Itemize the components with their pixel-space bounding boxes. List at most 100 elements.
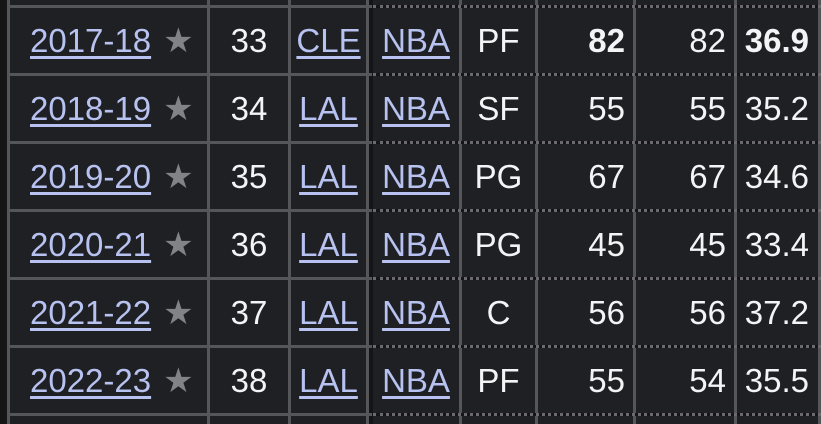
age-value: 33	[230, 21, 268, 59]
season-link[interactable]: 2020-21	[30, 225, 152, 263]
league-cell: NBA	[373, 144, 462, 209]
season-cell: 2021-22 ★	[10, 280, 210, 345]
season-cell: 2020-21 ★	[10, 212, 210, 277]
team-link[interactable]: LAL	[299, 225, 358, 263]
games-started-cell: 56	[636, 280, 737, 345]
season-link[interactable]: 2017-18	[30, 21, 152, 59]
minutes-cell: 36.9	[737, 8, 821, 73]
position-value: C	[486, 293, 511, 331]
league-link[interactable]: NBA	[382, 293, 450, 331]
minutes-cell: 33.4	[737, 212, 821, 277]
games-cell: 82	[538, 8, 636, 73]
team-cell: CLE	[291, 8, 369, 73]
team-link[interactable]: LAL	[299, 157, 358, 195]
league-link[interactable]: NBA	[382, 21, 450, 59]
league-cell: NBA	[373, 8, 462, 73]
games-value: 45	[588, 225, 625, 263]
team-cell: LAL	[291, 348, 369, 413]
games-started-cell: 45	[636, 212, 737, 277]
team-cell: LAL	[291, 212, 369, 277]
team-cell: LAL	[291, 280, 369, 345]
age-value: 38	[230, 361, 268, 399]
minutes-cell: 35.2	[737, 76, 821, 141]
age-cell: 33	[210, 8, 291, 73]
table-row: 2018-19 ★ 34 LAL	[10, 76, 372, 144]
table-row: NBA PF 55 54 35.5	[373, 348, 821, 416]
position-cell: SF	[462, 76, 538, 141]
league-link[interactable]: NBA	[382, 225, 450, 263]
clipped-row-top	[10, 0, 372, 8]
games-cell: 55	[538, 348, 636, 413]
minutes-value: 36.9	[744, 21, 809, 59]
position-cell: PF	[462, 348, 538, 413]
age-cell: 37	[210, 280, 291, 345]
all-star-icon: ★	[163, 293, 194, 332]
league-link[interactable]: NBA	[382, 89, 450, 127]
season-cell: 2019-20 ★	[10, 144, 210, 209]
table-row: NBA C 56 56 37.2	[373, 280, 821, 348]
games-started-cell: 54	[636, 348, 737, 413]
position-value: PF	[477, 361, 520, 399]
games-started-value: 67	[689, 157, 726, 195]
all-star-icon: ★	[163, 157, 194, 196]
games-started-value: 54	[689, 361, 726, 399]
minutes-cell: 34.6	[737, 144, 821, 209]
minutes-value: 35.5	[744, 361, 809, 399]
season-link[interactable]: 2019-20	[30, 157, 152, 195]
minutes-cell: 35.5	[737, 348, 821, 413]
table-row: NBA PF 82 82 36.9	[373, 8, 821, 76]
games-started-cell: 67	[636, 144, 737, 209]
age-value: 37	[230, 293, 268, 331]
team-cell: LAL	[291, 144, 369, 209]
age-cell: 34	[210, 76, 291, 141]
position-value: SF	[477, 89, 520, 127]
clipped-row-top	[373, 0, 821, 8]
table-row: NBA SF 55 55 35.2	[373, 76, 821, 144]
season-cell: 2022-23 ★	[10, 348, 210, 413]
team-cell: LAL	[291, 76, 369, 141]
games-value: 55	[588, 89, 625, 127]
all-star-icon: ★	[163, 225, 194, 264]
clipped-row-bottom	[373, 416, 821, 424]
league-cell: NBA	[373, 348, 462, 413]
league-link[interactable]: NBA	[382, 361, 450, 399]
team-link[interactable]: CLE	[296, 21, 361, 59]
season-link[interactable]: 2022-23	[30, 361, 152, 399]
games-started-cell: 55	[636, 76, 737, 141]
games-started-cell: 82	[636, 8, 737, 73]
scrolling-columns-pane: NBA PF 82 82 36.9 NBA SF 55 55 35.2 NBA …	[373, 0, 821, 424]
age-value: 34	[230, 89, 268, 127]
table-row: 2022-23 ★ 38 LAL	[10, 348, 372, 416]
age-value: 35	[230, 157, 268, 195]
team-link[interactable]: LAL	[299, 89, 358, 127]
games-cell: 55	[538, 76, 636, 141]
clipped-row-bottom	[10, 416, 372, 424]
games-started-value: 56	[689, 293, 726, 331]
team-link[interactable]: LAL	[299, 293, 358, 331]
season-link[interactable]: 2021-22	[30, 293, 152, 331]
games-value: 56	[588, 293, 625, 331]
minutes-cell: 37.2	[737, 280, 821, 345]
all-star-icon: ★	[163, 89, 194, 128]
table-row: 2017-18 ★ 33 CLE	[10, 8, 372, 76]
all-star-icon: ★	[163, 361, 194, 400]
games-cell: 56	[538, 280, 636, 345]
games-started-value: 82	[689, 21, 726, 59]
age-cell: 38	[210, 348, 291, 413]
table-row: NBA PG 45 45 33.4	[373, 212, 821, 280]
team-link[interactable]: LAL	[299, 361, 358, 399]
frozen-columns-pane: 2017-18 ★ 33 CLE 2018-19 ★ 34 LAL 2019-2…	[7, 0, 372, 424]
league-cell: NBA	[373, 280, 462, 345]
position-value: PG	[474, 157, 523, 195]
position-value: PF	[477, 21, 520, 59]
table-row: 2021-22 ★ 37 LAL	[10, 280, 372, 348]
minutes-value: 34.6	[744, 157, 809, 195]
table-row: NBA PG 67 67 34.6	[373, 144, 821, 212]
games-cell: 45	[538, 212, 636, 277]
season-link[interactable]: 2018-19	[30, 89, 152, 127]
minutes-value: 33.4	[744, 225, 809, 263]
position-cell: C	[462, 280, 538, 345]
league-link[interactable]: NBA	[382, 157, 450, 195]
games-value: 55	[588, 361, 625, 399]
